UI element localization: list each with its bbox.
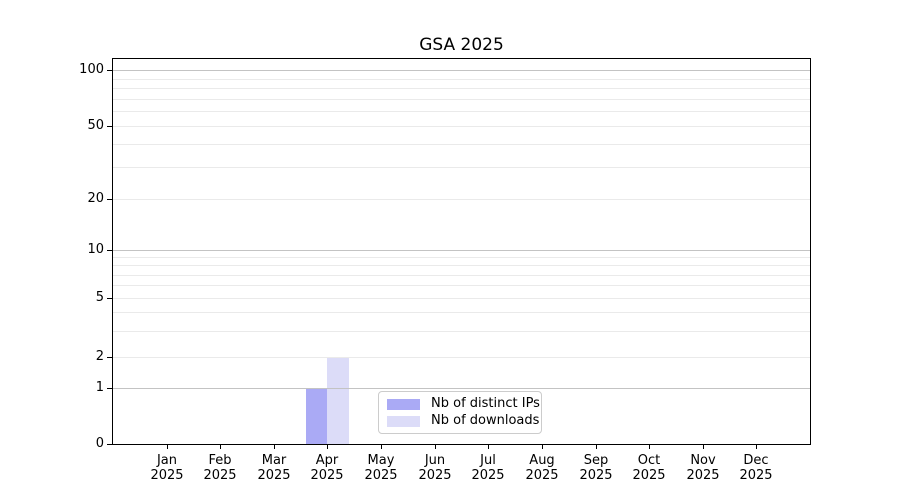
x-tick-label: Jun 2025: [395, 453, 475, 483]
x-tick-month: Oct: [637, 453, 661, 468]
x-tick-label: May 2025: [341, 453, 421, 483]
y-tick-mark: [107, 199, 112, 200]
x-tick-month: Nov: [690, 453, 716, 468]
gridline-minor: [113, 265, 810, 266]
x-tick-year: 2025: [150, 468, 184, 483]
x-tick-mark: [167, 445, 168, 449]
x-tick-mark: [703, 445, 704, 449]
plot-area: [112, 58, 811, 445]
x-tick-month: Jan: [156, 453, 178, 468]
gridline-minor: [113, 331, 810, 332]
gridline-minor: [113, 312, 810, 313]
x-tick-mark: [381, 445, 382, 449]
x-tick-month: Aug: [529, 453, 555, 468]
y-tick-mark: [107, 388, 112, 389]
y-tick-label: 1: [95, 380, 104, 395]
x-tick-month: Feb: [208, 453, 232, 468]
x-tick-label: Dec 2025: [716, 453, 796, 483]
y-tick-mark: [107, 70, 112, 71]
x-tick-label: Feb 2025: [180, 453, 260, 483]
gridline-minor: [113, 79, 810, 80]
chart-title: GSA 2025: [419, 35, 504, 55]
y-tick-mark: [107, 298, 112, 299]
gridline-minor: [113, 357, 810, 358]
x-tick-label: Oct 2025: [609, 453, 689, 483]
gridline-major: [113, 388, 810, 389]
gridline-minor: [113, 167, 810, 168]
y-tick-label: 50: [87, 118, 104, 133]
gridline-minor: [113, 275, 810, 276]
gridline-minor: [113, 298, 810, 299]
legend-entry: Nb of downloads: [387, 414, 541, 428]
y-tick-label: 0: [95, 436, 104, 451]
bar-nb-of-distinct-ips: [306, 388, 328, 444]
gridline-major: [113, 70, 810, 71]
gridline-minor: [113, 199, 810, 200]
x-tick-year: 2025: [471, 468, 505, 483]
x-tick-mark: [542, 445, 543, 449]
x-tick-year: 2025: [686, 468, 720, 483]
x-tick-mark: [649, 445, 650, 449]
x-tick-mark: [435, 445, 436, 449]
x-tick-mark: [488, 445, 489, 449]
y-tick-label: 5: [95, 290, 104, 305]
y-tick-label: 100: [79, 62, 104, 77]
gridline-minor: [113, 88, 810, 89]
gridline-minor: [113, 126, 810, 127]
x-tick-month: Jun: [424, 453, 446, 468]
gridline-major: [113, 250, 810, 251]
x-tick-label: Jul 2025: [448, 453, 528, 483]
x-tick-mark: [756, 445, 757, 449]
x-tick-label: Apr 2025: [287, 453, 367, 483]
bar-nb-of-downloads: [327, 357, 349, 444]
y-tick-mark: [107, 250, 112, 251]
x-tick-year: 2025: [579, 468, 613, 483]
x-tick-mark: [327, 445, 328, 449]
legend: Nb of distinct IPs Nb of downloads: [378, 391, 542, 434]
legend-label: Nb of downloads: [431, 413, 540, 428]
gridline-minor: [113, 99, 810, 100]
x-tick-year: 2025: [257, 468, 291, 483]
gridline-minor: [113, 285, 810, 286]
x-tick-month: Apr: [315, 453, 339, 468]
x-tick-mark: [274, 445, 275, 449]
x-tick-label: Mar 2025: [234, 453, 314, 483]
legend-swatch-nb-of-downloads: [387, 415, 420, 427]
legend-swatch-nb-of-distinct-ips: [387, 398, 420, 410]
gridline-minor: [113, 257, 810, 258]
x-tick-month: May: [367, 453, 395, 468]
legend-entry: Nb of distinct IPs: [387, 397, 541, 411]
gridline-minor: [113, 111, 810, 112]
y-tick-mark: [107, 444, 112, 445]
y-tick-label: 20: [87, 191, 104, 206]
gridline-minor: [113, 144, 810, 145]
y-tick-label: 2: [95, 349, 104, 364]
x-tick-label: Sep 2025: [556, 453, 636, 483]
x-tick-month: Jul: [480, 453, 496, 468]
x-tick-year: 2025: [525, 468, 559, 483]
y-tick-label: 10: [87, 242, 104, 257]
y-tick-mark: [107, 126, 112, 127]
legend-label: Nb of distinct IPs: [431, 396, 540, 411]
x-tick-year: 2025: [203, 468, 237, 483]
x-tick-year: 2025: [364, 468, 398, 483]
x-tick-year: 2025: [632, 468, 666, 483]
x-tick-year: 2025: [739, 468, 773, 483]
x-tick-year: 2025: [310, 468, 344, 483]
x-tick-label: Jan 2025: [127, 453, 207, 483]
x-tick-month: Sep: [583, 453, 609, 468]
x-tick-mark: [596, 445, 597, 449]
y-tick-mark: [107, 357, 112, 358]
x-tick-label: Nov 2025: [663, 453, 743, 483]
x-tick-month: Mar: [261, 453, 287, 468]
x-tick-mark: [220, 445, 221, 449]
x-tick-label: Aug 2025: [502, 453, 582, 483]
x-tick-year: 2025: [418, 468, 452, 483]
x-tick-month: Dec: [743, 453, 769, 468]
